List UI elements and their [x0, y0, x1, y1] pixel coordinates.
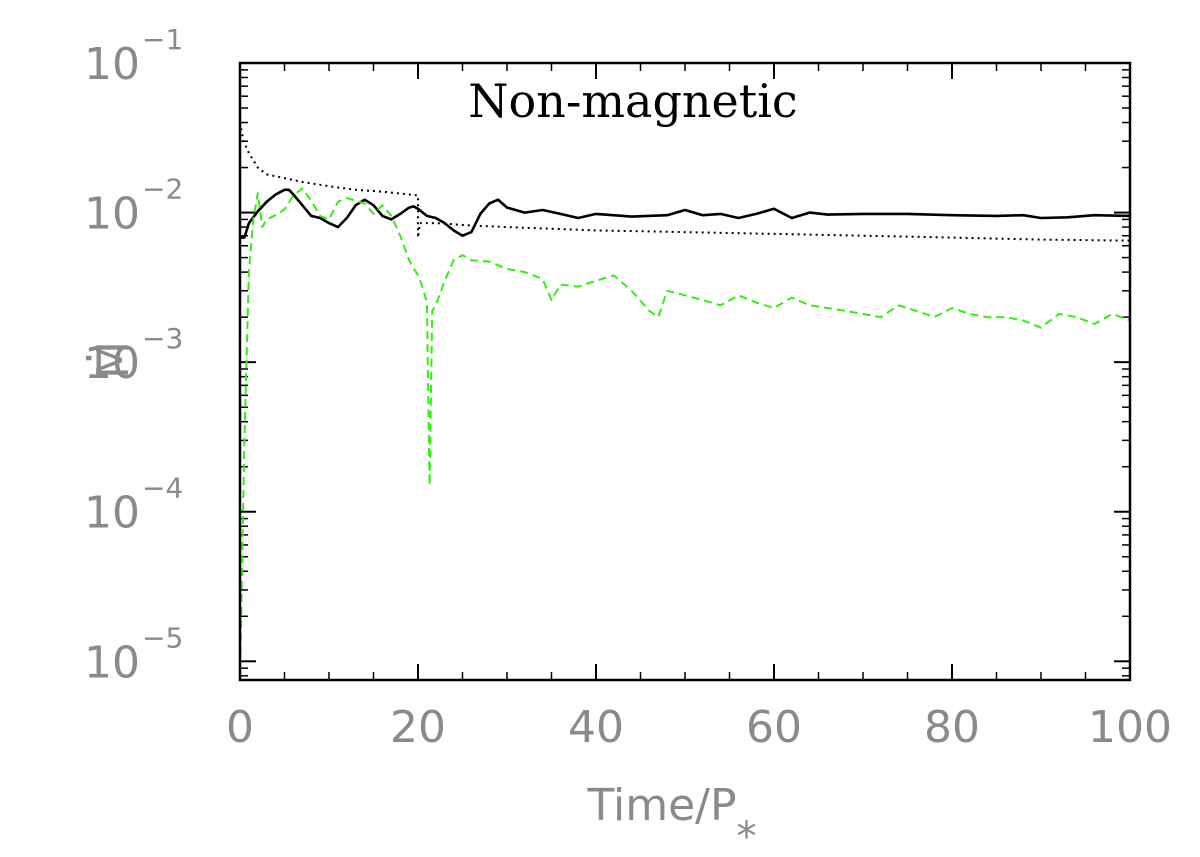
- series-layer: [239, 122, 1131, 681]
- y-tick-exponent: −1: [142, 23, 183, 56]
- x-tick-label: 20: [390, 702, 446, 753]
- x-tick-label: 40: [568, 702, 624, 753]
- y-tick-exponent: −4: [142, 472, 183, 505]
- x-tick-label: 0: [226, 702, 254, 753]
- series-line-dotted: [239, 122, 1131, 242]
- plot-frame: [238, 61, 1132, 682]
- y-tick-base: 10: [84, 338, 140, 389]
- series-line-dashed: [239, 187, 1131, 681]
- y-tick-label: 10 −2: [84, 173, 183, 240]
- ticks-layer: [239, 62, 1131, 680]
- y-tick-exponent: −5: [142, 621, 183, 654]
- y-tick-base: 10: [84, 39, 140, 90]
- x-tick-label: 80: [924, 702, 980, 753]
- y-tick-base: 10: [84, 637, 140, 688]
- y-tick-exponent: −3: [142, 322, 183, 355]
- x-axis-title: Time/P*: [586, 780, 756, 857]
- y-tick-base: 10: [84, 189, 140, 240]
- y-axis-label: M: [88, 341, 139, 379]
- series-line-solid: [240, 188, 1131, 239]
- y-axis-title: M ·: [64, 341, 139, 379]
- y-tick-label: 10 −5: [84, 621, 183, 688]
- y-axis-label-dot: ·: [64, 351, 115, 365]
- x-tick-label: 60: [746, 702, 802, 753]
- y-tick-label: 10 −1: [84, 23, 183, 90]
- y-tick-base: 10: [84, 488, 140, 539]
- y-tick-exponent: −2: [142, 173, 183, 206]
- x-tick-label: 100: [1088, 702, 1172, 753]
- chart-title: Non-magnetic: [468, 74, 797, 128]
- y-tick-label: 10 −3: [84, 322, 183, 389]
- y-tick-label: 10 −4: [84, 472, 183, 539]
